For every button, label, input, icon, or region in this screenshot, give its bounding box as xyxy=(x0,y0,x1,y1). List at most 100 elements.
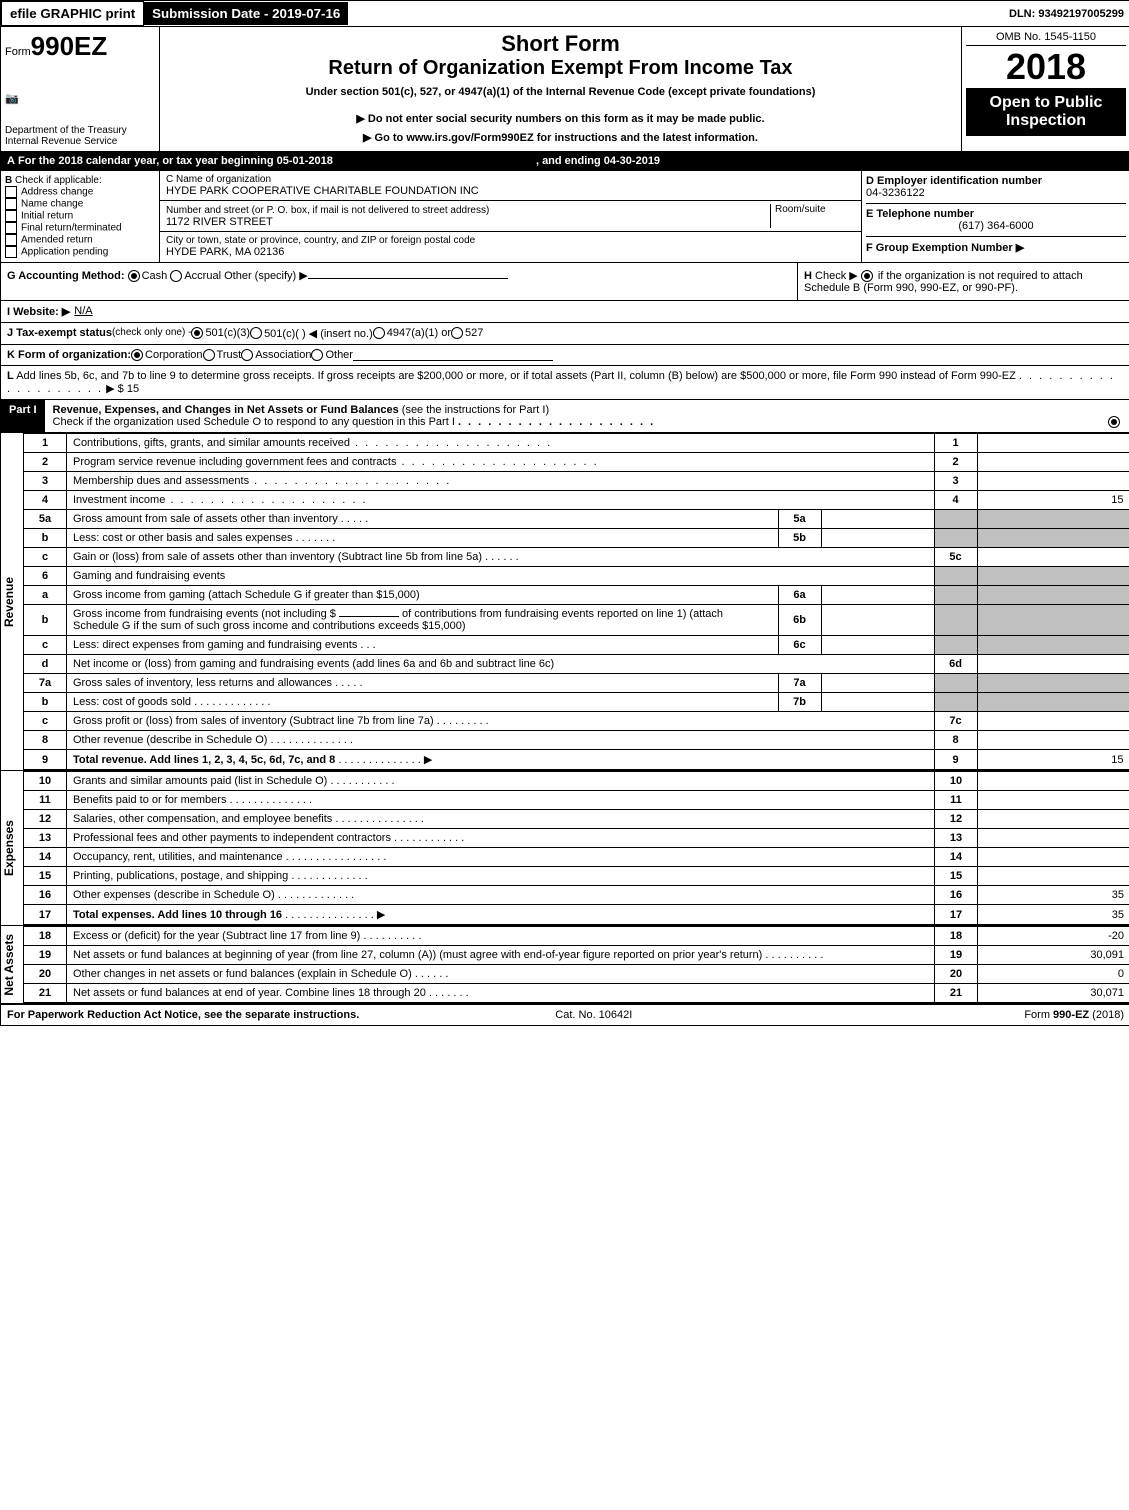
line-desc: Program service revenue including govern… xyxy=(73,456,396,468)
ocr-icon: 📷 xyxy=(5,93,19,105)
line-box: 6d xyxy=(934,655,977,674)
footer-left: For Paperwork Reduction Act Notice, see … xyxy=(7,1009,359,1021)
line-num: c xyxy=(24,636,67,655)
line-desc: Gaming and fundraising events xyxy=(67,567,935,586)
line-num: b xyxy=(24,693,67,712)
radio-527[interactable] xyxy=(451,327,463,339)
tax-year: 2018 xyxy=(966,46,1126,88)
line-amount: 0 xyxy=(978,965,1129,984)
line-num: a xyxy=(24,586,67,605)
netassets-side-label: Net Assets xyxy=(1,926,24,1003)
line-num: c xyxy=(24,548,67,567)
line-num: 4 xyxy=(24,491,67,510)
inner-box: 6c xyxy=(778,636,821,655)
radio-4947[interactable] xyxy=(373,327,385,339)
checkbox-name-change[interactable] xyxy=(5,198,17,210)
radio-other-org[interactable] xyxy=(311,349,323,361)
line-num: c xyxy=(24,712,67,731)
radio-cash[interactable] xyxy=(128,270,140,282)
line-num: 8 xyxy=(24,731,67,750)
checkbox-initial-return[interactable] xyxy=(5,210,17,222)
dln-label: DLN: 93492197005299 xyxy=(1009,8,1129,20)
opt-final-return: Final return/terminated xyxy=(21,223,122,234)
line-box: 5c xyxy=(934,548,977,567)
ssn-warning: ▶ Do not enter social security numbers o… xyxy=(164,112,957,125)
checkbox-app-pending[interactable] xyxy=(5,246,17,258)
line-desc: Less: direct expenses from gaming and fu… xyxy=(73,639,357,651)
checkbox-address-change[interactable] xyxy=(5,186,17,198)
line-num: b xyxy=(24,605,67,636)
line-desc: Gain or (loss) from sale of assets other… xyxy=(73,551,482,563)
shaded-cell xyxy=(934,529,977,548)
form-container: efile GRAPHIC print Submission Date - 20… xyxy=(0,0,1129,1026)
form-number: Form990EZ xyxy=(5,31,155,62)
inner-amount xyxy=(821,529,934,548)
efile-print-button[interactable]: efile GRAPHIC print xyxy=(1,1,144,26)
line-box: 20 xyxy=(935,965,978,984)
section-a-label: A xyxy=(7,155,15,167)
line-desc: Contributions, gifts, grants, and simila… xyxy=(73,437,350,449)
group-exemption-label: F Group Exemption Number ▶ xyxy=(866,242,1024,254)
revenue-table: 1Contributions, gifts, grants, and simil… xyxy=(24,433,1129,770)
contrib-input[interactable] xyxy=(339,616,399,617)
checkbox-amended[interactable] xyxy=(5,234,17,246)
line-amount xyxy=(978,772,1129,791)
radio-trust[interactable] xyxy=(203,349,215,361)
line-desc: Professional fees and other payments to … xyxy=(73,832,391,844)
line-amount xyxy=(978,791,1129,810)
shaded-cell xyxy=(934,674,977,693)
dots xyxy=(458,416,655,428)
street-label: Number and street (or P. O. box, if mail… xyxy=(166,205,489,216)
line-box: 9 xyxy=(934,750,977,770)
line-box: 18 xyxy=(935,927,978,946)
shaded-cell xyxy=(977,567,1129,586)
checkbox-schedule-o[interactable] xyxy=(1108,416,1120,428)
tax-exempt-note: (check only one) - xyxy=(112,327,191,340)
section-b-label: B xyxy=(5,175,12,186)
line-amount: 15 xyxy=(977,750,1129,770)
opt-527: 527 xyxy=(465,327,483,340)
top-bar: efile GRAPHIC print Submission Date - 20… xyxy=(1,1,1129,27)
line-amount: 15 xyxy=(977,491,1129,510)
checkbox-schedule-b[interactable] xyxy=(861,270,873,282)
header-left: Form990EZ 📷 Department of the Treasury I… xyxy=(1,27,160,151)
shaded-cell xyxy=(977,636,1129,655)
other-org-input[interactable] xyxy=(353,349,553,361)
radio-assoc[interactable] xyxy=(241,349,253,361)
section-i: I Website: ▶ N/A xyxy=(1,301,1129,323)
line-box: 17 xyxy=(935,905,978,925)
radio-accrual[interactable] xyxy=(170,270,182,282)
tax-exempt-label: J Tax-exempt status xyxy=(7,327,112,340)
opt-501c: 501(c)( ) ◀ (insert no.) xyxy=(264,327,373,340)
opt-cash: Cash xyxy=(142,270,168,282)
goto-link[interactable]: ▶ Go to www.irs.gov/Form990EZ for instru… xyxy=(164,131,957,144)
line-num: 15 xyxy=(24,867,67,886)
shaded-cell xyxy=(977,510,1129,529)
section-a-text: For the 2018 calendar year, or tax year … xyxy=(18,155,333,167)
line-amount: 35 xyxy=(978,905,1129,925)
line-num: 19 xyxy=(24,946,67,965)
shaded-cell xyxy=(977,529,1129,548)
radio-501c[interactable] xyxy=(250,327,262,339)
inner-box: 6a xyxy=(778,586,821,605)
line-desc: Gross amount from sale of assets other t… xyxy=(73,513,338,525)
submission-date-button[interactable]: Submission Date - 2019-07-16 xyxy=(144,2,348,25)
section-a-ending: , and ending 04-30-2019 xyxy=(536,155,660,167)
omb-number: OMB No. 1545-1150 xyxy=(966,31,1126,46)
line-amount: 30,071 xyxy=(978,984,1129,1003)
line-desc: Net income or (loss) from gaming and fun… xyxy=(67,655,935,674)
ein-value: 04-3236122 xyxy=(866,187,925,199)
section-b: B Check if applicable: Address change Na… xyxy=(1,171,160,262)
phone-label: E Telephone number xyxy=(866,208,974,220)
line-amount xyxy=(978,829,1129,848)
line-amount xyxy=(977,453,1129,472)
radio-corp[interactable] xyxy=(131,349,143,361)
radio-501c3[interactable] xyxy=(191,327,203,339)
line-box: 8 xyxy=(934,731,977,750)
opt-address-change: Address change xyxy=(21,187,93,198)
section-k: K Form of organization: Corporation Trus… xyxy=(1,345,1129,366)
other-specify-input[interactable] xyxy=(308,278,508,279)
line-desc: Gross sales of inventory, less returns a… xyxy=(73,677,332,689)
checkbox-final-return[interactable] xyxy=(5,222,17,234)
section-l: L Add lines 5b, 6c, and 7b to line 9 to … xyxy=(1,366,1129,400)
